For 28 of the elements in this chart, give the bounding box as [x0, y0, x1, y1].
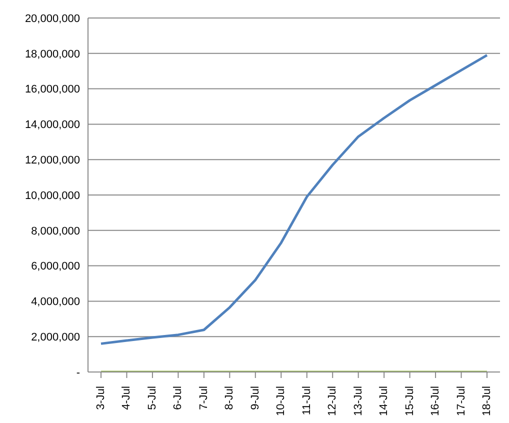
x-tick-label: 7-Jul [198, 386, 210, 410]
y-tick-label: 14,000,000 [24, 119, 80, 132]
y-tick-label: 2,000,000 [31, 332, 80, 344]
x-tick-label: 9-Jul [249, 386, 262, 410]
line-series [100, 54, 488, 345]
x-tick-label: 18-Jul [481, 386, 493, 416]
y-tick-label: 18,000,000 [24, 48, 80, 60]
x-tick-label: 15-Jul [404, 386, 416, 416]
x-tick-label: 14-Jul [378, 386, 390, 416]
y-tick-label: 6,000,000 [31, 260, 80, 273]
y-tick-label: 20,000,000 [24, 12, 80, 25]
x-tick-label: 13-Jul [352, 386, 364, 416]
y-tick-label: 4,000,000 [31, 296, 80, 308]
y-tick-label: 10,000,000 [24, 190, 80, 202]
x-tick-label: 5-Jul [146, 386, 158, 410]
x-tick-label: 16-Jul [430, 386, 442, 416]
x-tick-label: 12-Jul [326, 386, 339, 416]
x-tick-label: 4-Jul [120, 386, 133, 410]
y-tick-label: - [76, 366, 80, 379]
x-tick-label: 3-Jul [95, 386, 107, 410]
x-tick-label: 17-Jul [455, 386, 468, 416]
y-tick-label: 12,000,000 [24, 154, 80, 167]
x-tick-label: 10-Jul [275, 386, 288, 416]
x-tick-label: 11-Jul [300, 386, 313, 416]
y-tick-label: 8,000,000 [31, 225, 80, 238]
x-tick-label: 8-Jul [224, 386, 236, 410]
x-tick-label: 6-Jul [172, 386, 184, 410]
y-tick-label: 16,000,000 [24, 84, 80, 96]
